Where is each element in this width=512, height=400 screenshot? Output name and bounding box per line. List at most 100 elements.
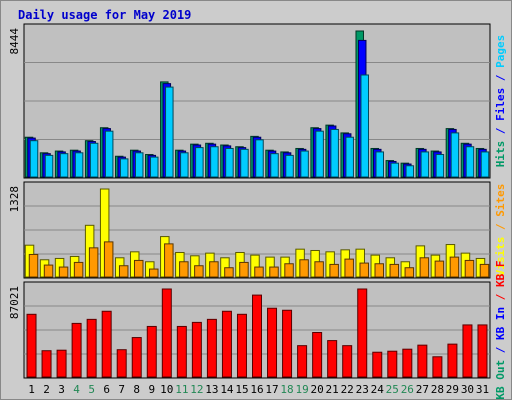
bar-pages-day-6 (104, 130, 114, 178)
bar-sites-day-28 (434, 260, 445, 278)
x-tick-label: 26 (401, 383, 414, 396)
x-tick-label: 25 (386, 383, 399, 396)
bar-pages-day-31 (480, 151, 490, 178)
x-tick-label: 23 (356, 383, 369, 396)
bar-kb-f-day-7 (116, 349, 127, 378)
x-tick-label: 6 (103, 383, 110, 396)
x-tick-label: 22 (341, 383, 354, 396)
bar-sites-day-2 (43, 264, 54, 278)
bar-pages-day-8 (134, 152, 144, 178)
bar-kb-f-day-15 (236, 313, 247, 378)
x-tick-label: 24 (371, 383, 385, 396)
bar-kb-f-day-20 (312, 332, 323, 378)
bar-pages-day-28 (435, 154, 445, 178)
x-tick-label: 15 (235, 383, 248, 396)
bar-kb-f-day-8 (131, 337, 142, 378)
bar-pages-day-23 (360, 74, 369, 178)
x-tick-label: 27 (416, 383, 429, 396)
bar-kb-f-day-11 (176, 325, 187, 378)
bar-sites-day-23 (359, 262, 369, 278)
bar-sites-day-5 (88, 247, 99, 278)
bar-sites-day-19 (299, 259, 309, 278)
x-tick-label: 11 (175, 383, 188, 396)
x-tick-label: 10 (160, 383, 173, 396)
bar-pages-day-15 (240, 148, 249, 178)
bar-sites-day-10 (164, 243, 174, 278)
bar-kb-f-day-24 (372, 351, 383, 378)
bar-kb-f-day-16 (252, 294, 262, 378)
y-max-label: 1328 (8, 186, 21, 213)
bar-kb-f-day-12 (191, 321, 202, 378)
bar-kb-f-day-6 (101, 310, 112, 378)
bar-sites-day-3 (58, 266, 69, 278)
bar-pages-day-21 (330, 128, 339, 178)
bar-sites-day-9 (149, 268, 159, 278)
x-tick-label: 13 (205, 383, 218, 396)
legend-entry: Hits (494, 141, 507, 168)
bar-kb-f-day-1 (26, 313, 37, 378)
bar-pages-day-17 (270, 153, 279, 178)
bar-sites-day-8 (133, 259, 144, 278)
bar-kb-f-day-22 (342, 345, 353, 378)
x-tick-label: 17 (265, 383, 278, 396)
bar-sites-day-7 (118, 265, 129, 278)
x-tick-label: 31 (476, 383, 489, 396)
legend-entry: / (494, 68, 507, 88)
bar-pages-day-2 (44, 154, 54, 178)
bar-pages-day-10 (165, 86, 174, 178)
legend-entry: / (494, 217, 507, 237)
x-tick-label: 9 (148, 383, 155, 396)
bar-kb-f-day-27 (417, 344, 428, 378)
bar-sites-day-15 (239, 261, 249, 278)
bar-sites-day-25 (389, 263, 400, 278)
bar-pages-day-14 (225, 147, 234, 178)
legend-entry: KB Out (494, 360, 507, 400)
bar-pages-day-13 (210, 146, 219, 178)
x-tick-label: 12 (190, 383, 203, 396)
x-tick-label: 29 (446, 383, 459, 396)
y-max-label: 87021 (8, 286, 21, 319)
bar-sites-day-17 (269, 266, 279, 278)
bar-kb-f-day-9 (146, 325, 157, 378)
legend-entry: Pages (494, 35, 507, 68)
bar-sites-day-1 (28, 253, 39, 278)
x-tick-label: 5 (88, 383, 95, 396)
bar-sites-day-11 (179, 261, 189, 278)
panel-3: 87021 KB Out / KB In / KB F (8, 260, 507, 399)
x-tick-label: 8 (133, 383, 140, 396)
bar-sites-day-24 (374, 263, 385, 278)
legend-entry: / (494, 340, 507, 360)
bar-kb-f-day-17 (267, 307, 278, 378)
bar-kb-f-day-28 (432, 356, 443, 378)
side-legend: Hits / Files / Pages (494, 35, 507, 168)
bar-kb-f-day-5 (86, 318, 97, 378)
bar-pages-day-27 (420, 151, 430, 178)
legend-entry: / (494, 287, 507, 307)
bar-pages-day-18 (285, 154, 294, 178)
x-tick-label: 19 (295, 383, 308, 396)
bar-sites-day-26 (404, 267, 415, 278)
x-tick-label: 4 (73, 383, 80, 396)
legend-entry: Visits (494, 237, 507, 277)
y-max-label: 8444 (8, 28, 21, 55)
bar-sites-day-12 (194, 265, 204, 278)
legend-entry: Files (494, 88, 507, 121)
bar-sites-day-14 (224, 267, 234, 278)
bar-sites-day-30 (464, 259, 475, 278)
bar-sites-day-13 (209, 261, 219, 278)
side-legend: KB Out / KB In / KB F (494, 260, 507, 399)
bar-sites-day-6 (103, 241, 114, 278)
bar-pages-day-7 (119, 158, 129, 178)
bar-pages-day-1 (29, 140, 39, 178)
x-tick-label: 14 (220, 383, 234, 396)
bar-pages-day-12 (195, 147, 204, 178)
bar-pages-day-30 (465, 146, 475, 178)
bar-pages-day-5 (89, 142, 99, 178)
bar-sites-day-4 (73, 261, 84, 278)
x-tick-label: 30 (461, 383, 474, 396)
bar-kb-f-day-4 (71, 322, 82, 378)
bar-pages-day-9 (150, 156, 159, 178)
legend-entry: Sites (494, 184, 507, 217)
